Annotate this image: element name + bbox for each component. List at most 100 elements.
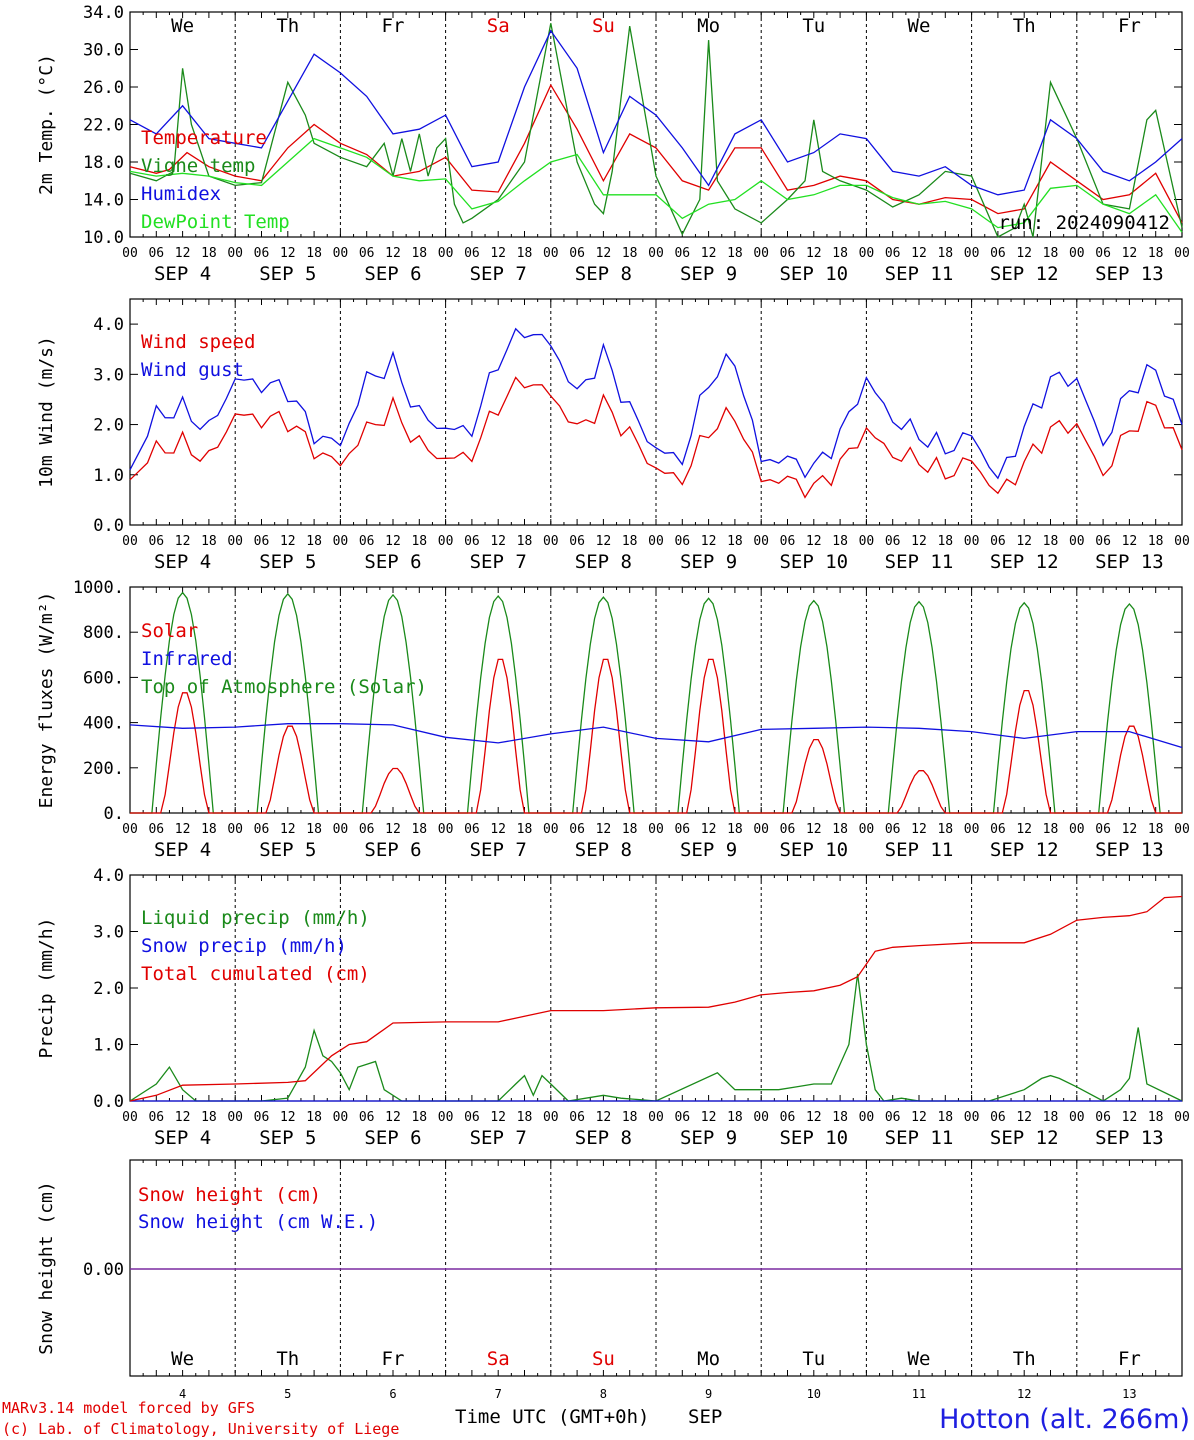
hour-tick-label: 12 [1016, 1110, 1032, 1125]
x-axis-month: SEP [688, 1406, 722, 1428]
hour-tick-label: 00 [1069, 822, 1085, 837]
y-tick-label: 2.0 [93, 979, 124, 999]
day-number-label: 13 [1122, 1387, 1136, 1401]
hour-tick-label: 12 [280, 534, 296, 549]
legend-entry: Wind speed [141, 331, 255, 353]
x-axis-label: Time UTC (GMT+0h) [455, 1406, 649, 1428]
hour-tick-label: 18 [411, 246, 427, 261]
hour-tick-label: 06 [1095, 246, 1111, 261]
hour-tick-label: 00 [333, 246, 349, 261]
hour-tick-label: 12 [806, 822, 822, 837]
hour-tick-label: 06 [780, 246, 796, 261]
date-label: SEP 9 [680, 263, 737, 285]
hour-tick-label: 00 [859, 822, 875, 837]
hour-tick-label: 06 [464, 534, 480, 549]
hour-tick-label: 12 [911, 822, 927, 837]
date-label: SEP 5 [259, 839, 316, 861]
hour-tick-label: 12 [701, 1110, 717, 1125]
hour-tick-label: 06 [464, 822, 480, 837]
y-axis-label: 10m Wind (m/s) [36, 336, 57, 488]
hour-tick-label: 06 [674, 246, 690, 261]
hour-tick-label: 00 [227, 534, 243, 549]
date-label: SEP 12 [990, 1127, 1059, 1149]
hour-tick-label: 06 [990, 822, 1006, 837]
y-tick-label: 3.0 [93, 365, 124, 385]
hour-tick-label: 00 [227, 246, 243, 261]
legend-entry: Snow height (cm W.E.) [138, 1211, 378, 1233]
copyright-credit: (c) Lab. of Climatology, University of L… [2, 1420, 399, 1438]
hour-tick-label: 06 [254, 1110, 270, 1125]
series-wind-speed [129, 376, 1183, 499]
panel-4: 00 06 12 18 SEP 4 00 06 12 18 SEP 5 00 06 12 18 SEP 6 0… [36, 866, 1190, 1149]
y-tick-label: 1.0 [93, 1036, 124, 1056]
hour-tick-label: 06 [464, 246, 480, 261]
hour-tick-label: 12 [385, 1110, 401, 1125]
hour-tick-label: 18 [727, 822, 743, 837]
hour-tick-label: 00 [543, 822, 559, 837]
series-humidex [129, 29, 1183, 196]
hour-tick-label: 18 [1148, 1110, 1164, 1125]
date-label: SEP 12 [990, 263, 1059, 285]
date-label: SEP 11 [885, 263, 954, 285]
hour-tick-label: 00 [1174, 246, 1190, 261]
hour-tick-label: 12 [701, 534, 717, 549]
date-label: SEP 8 [575, 1127, 632, 1149]
hour-tick-label: 06 [148, 822, 164, 837]
weekday-label: Th [1013, 1348, 1036, 1370]
hour-tick-label: 18 [1148, 534, 1164, 549]
hour-tick-label: 18 [517, 246, 533, 261]
legend-entry: Vigne temp [141, 155, 255, 177]
date-label: SEP 6 [364, 839, 421, 861]
hour-tick-label: 18 [1043, 1110, 1059, 1125]
y-tick-label: 400. [83, 714, 124, 734]
hour-tick-label: 12 [175, 1110, 191, 1125]
panel-1: 00 06 12 18 SEP 4 00 06 12 18 SEP 5 00 06 12 18 SEP 6 0… [36, 3, 1190, 285]
hour-tick-label: 12 [596, 534, 612, 549]
hour-tick-label: 18 [937, 1110, 953, 1125]
hour-tick-label: 18 [201, 246, 217, 261]
hour-tick-label: 00 [543, 1110, 559, 1125]
weekday-label: Sa [487, 1348, 510, 1370]
weekday-label: We [908, 1348, 931, 1370]
date-label: SEP 10 [779, 839, 848, 861]
date-label: SEP 5 [259, 551, 316, 573]
hour-tick-label: 12 [1016, 246, 1032, 261]
y-tick-label: 14.0 [83, 191, 124, 211]
hour-tick-label: 12 [1122, 822, 1138, 837]
date-label: SEP 6 [364, 551, 421, 573]
hour-tick-label: 12 [806, 246, 822, 261]
y-tick-label: 200. [83, 759, 124, 779]
hour-tick-label: 00 [859, 1110, 875, 1125]
hour-tick-label: 12 [490, 534, 506, 549]
y-tick-label: 30.0 [83, 41, 124, 61]
hour-tick-label: 00 [859, 534, 875, 549]
hour-tick-label: 18 [832, 822, 848, 837]
hour-tick-label: 00 [648, 246, 664, 261]
series-dewpoint-temp [129, 137, 1183, 233]
hour-tick-label: 18 [1148, 822, 1164, 837]
hour-tick-label: 06 [990, 1110, 1006, 1125]
y-tick-label: 18.0 [83, 153, 124, 173]
hour-tick-label: 00 [753, 534, 769, 549]
date-label: SEP 7 [470, 839, 527, 861]
hour-tick-label: 12 [911, 534, 927, 549]
hour-tick-label: 06 [569, 534, 585, 549]
series-wind-gust [129, 327, 1183, 480]
hour-tick-label: 00 [859, 246, 875, 261]
y-tick-label: 34.0 [83, 3, 124, 23]
hour-tick-label: 12 [280, 822, 296, 837]
y-axis-label: Precip (mm/h) [36, 918, 57, 1059]
hour-tick-label: 00 [438, 822, 454, 837]
hour-tick-label: 12 [385, 246, 401, 261]
hour-tick-label: 00 [333, 534, 349, 549]
hour-tick-label: 18 [1043, 822, 1059, 837]
weekday-label: Su [592, 1348, 615, 1370]
hour-tick-label: 06 [1095, 822, 1111, 837]
model-credit: MARv3.14 model forced by GFS [2, 1399, 255, 1417]
date-label: SEP 9 [680, 839, 737, 861]
hour-tick-label: 18 [306, 1110, 322, 1125]
hour-tick-label: 12 [490, 822, 506, 837]
y-axis-label: Energy fluxes (W/m²) [36, 592, 57, 809]
hour-tick-label: 18 [622, 246, 638, 261]
hour-tick-label: 12 [911, 1110, 927, 1125]
